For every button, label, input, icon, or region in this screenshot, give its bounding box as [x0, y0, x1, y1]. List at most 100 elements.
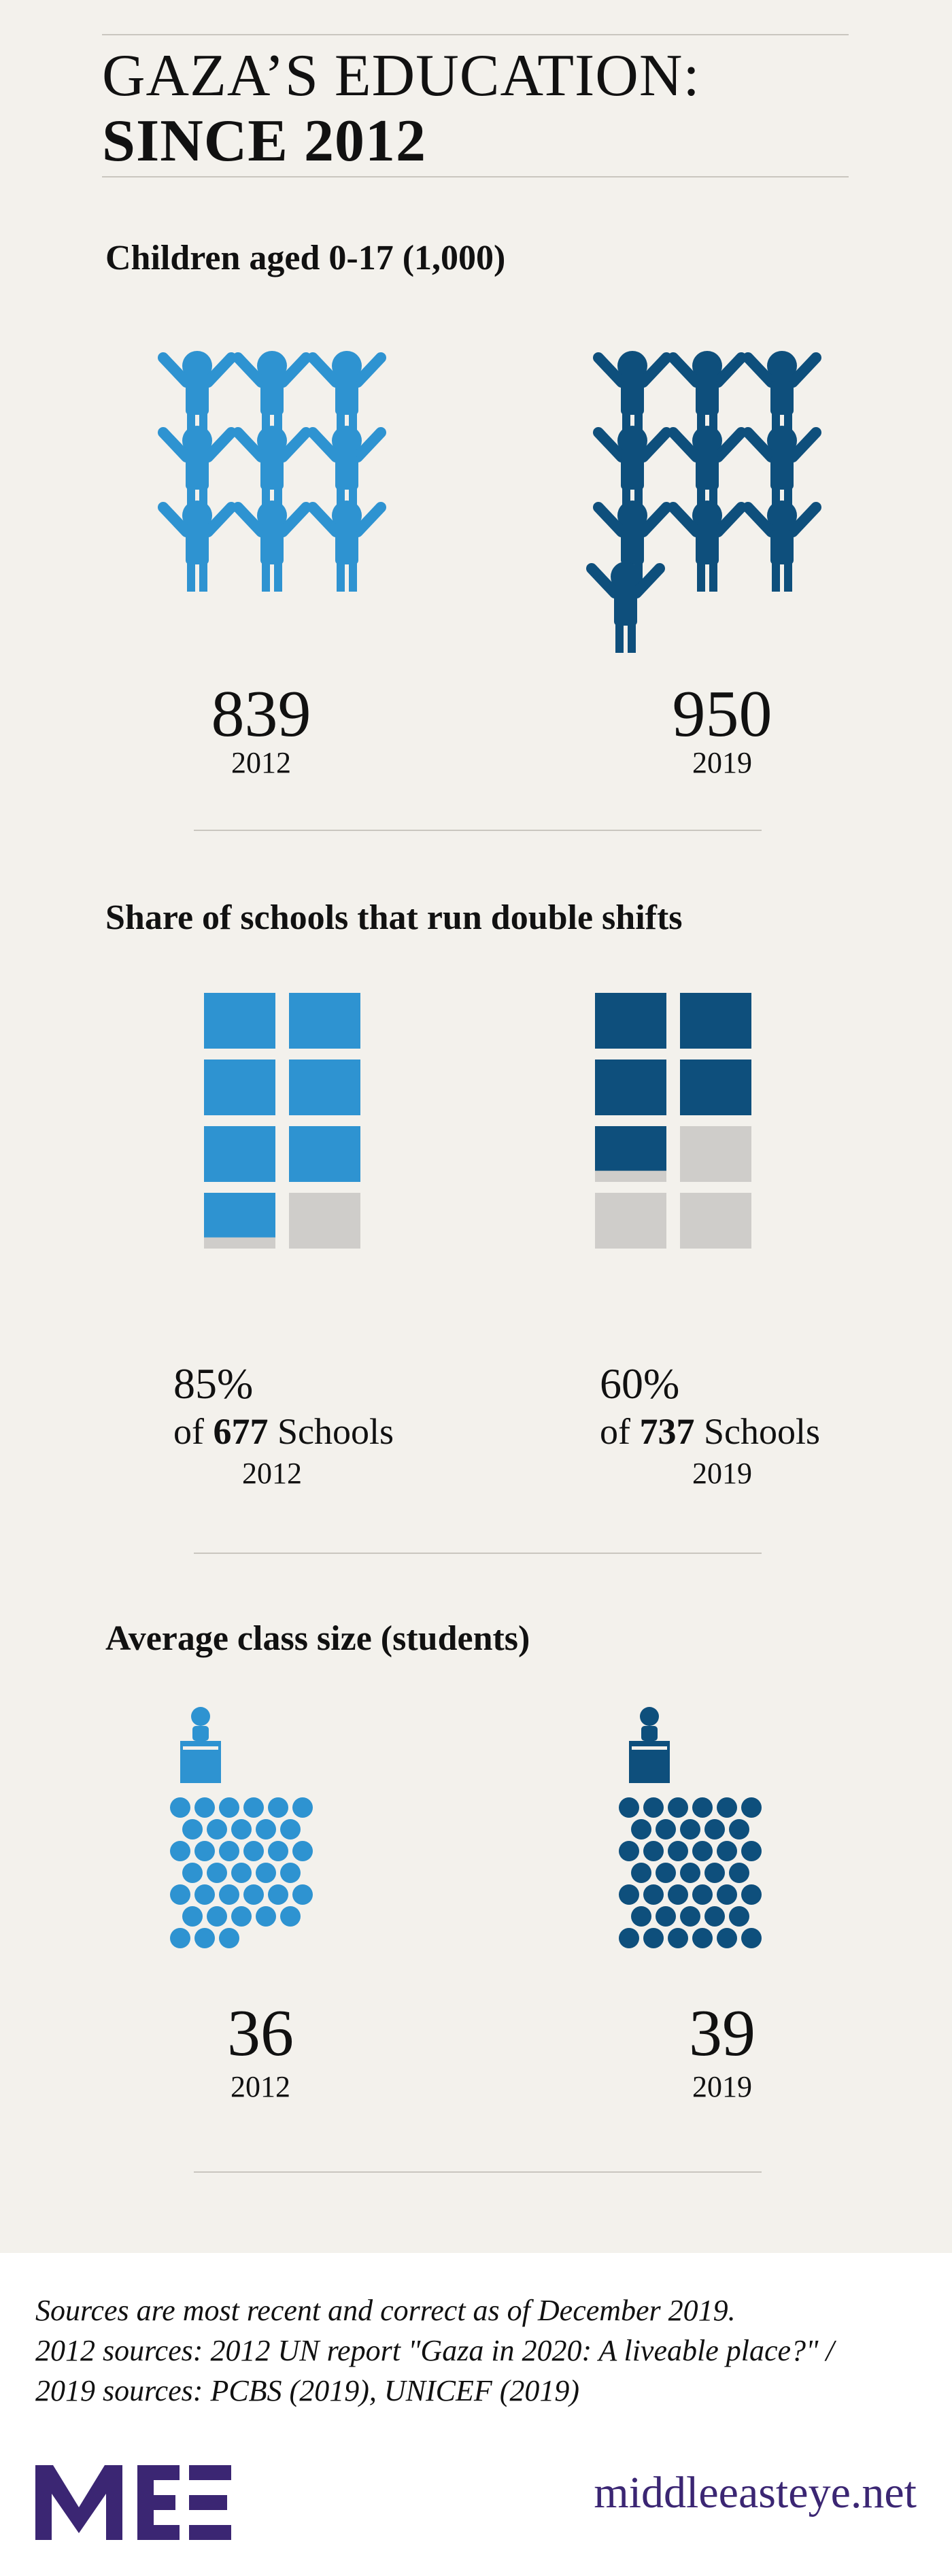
class-size-heading: Average class size (students): [105, 1619, 530, 1658]
student-dot: [729, 1863, 749, 1883]
schools-year-2012: 2012: [242, 1457, 302, 1490]
student-dot: [692, 1797, 713, 1818]
children-year-2019: 2019: [692, 746, 752, 779]
student-dot: [280, 1863, 301, 1883]
student-dot: [741, 1797, 762, 1818]
student-dot: [741, 1928, 762, 1948]
teacher-podium-icon: [180, 1707, 221, 1783]
student-dot: [256, 1863, 276, 1883]
schools-percent-2019: 60%: [600, 1359, 680, 1408]
student-dot: [207, 1863, 227, 1883]
student-dot: [717, 1884, 737, 1905]
divider-2: [194, 1553, 762, 1554]
child-figure-icon: [158, 501, 237, 592]
schools-count-line-2012: of 677 Schools: [173, 1411, 394, 1452]
student-dot: [680, 1863, 700, 1883]
student-dot: [692, 1884, 713, 1905]
student-dot: [194, 1797, 215, 1818]
grid-cell-fill: [289, 1126, 360, 1182]
class-size-year-2019: 2019: [692, 2070, 752, 2103]
student-dot: [280, 1819, 301, 1840]
grid-cell-background: [680, 1193, 751, 1249]
student-dot: [207, 1819, 227, 1840]
schools-year-2019: 2019: [692, 1457, 752, 1490]
sources-line-3: 2019 sources: PCBS (2019), UNICEF (2019): [35, 2374, 580, 2407]
grid-cell-fill: [289, 993, 360, 1049]
schools-count-2019: 737: [639, 1411, 695, 1452]
grid-cell-fill: [204, 1060, 275, 1115]
student-dot: [680, 1906, 700, 1927]
student-dot: [668, 1797, 688, 1818]
student-dot: [207, 1906, 227, 1927]
student-dot: [643, 1928, 664, 1948]
student-dot: [268, 1797, 288, 1818]
student-dot: [643, 1841, 664, 1861]
mee-logo: [35, 2465, 231, 2540]
student-dot: [668, 1841, 688, 1861]
grid-cell-background: [680, 1126, 751, 1182]
student-dot: [741, 1884, 762, 1905]
divider-1: [194, 830, 762, 831]
student-dot: [292, 1841, 313, 1861]
student-dot: [680, 1819, 700, 1840]
schools-suffix: Schools: [277, 1411, 394, 1452]
student-dot: [182, 1819, 203, 1840]
site-url[interactable]: middleeasteye.net: [594, 2468, 917, 2518]
student-dot: [243, 1841, 264, 1861]
grid-cell-background: [289, 1193, 360, 1249]
grid-cell-fill: [595, 993, 666, 1049]
student-dot: [729, 1906, 749, 1927]
child-figure-icon: [668, 501, 747, 592]
schools-count-2012: 677: [213, 1411, 269, 1452]
grid-cell-background: [595, 1193, 666, 1249]
class-size-icons-2019: [619, 1707, 762, 1948]
teacher-podium-icon: [629, 1707, 670, 1783]
student-dot: [717, 1841, 737, 1861]
student-dot: [231, 1863, 252, 1883]
student-dot: [170, 1797, 190, 1818]
student-dot: [619, 1884, 639, 1905]
of-prefix: of: [600, 1411, 630, 1452]
student-dot: [717, 1928, 737, 1948]
student-dot: [668, 1928, 688, 1948]
student-dot: [631, 1906, 651, 1927]
student-dot: [656, 1819, 676, 1840]
student-dot: [219, 1884, 239, 1905]
student-dot: [256, 1819, 276, 1840]
schools-suffix: Schools: [703, 1411, 821, 1452]
student-dot: [741, 1841, 762, 1861]
children-icons-2019: [586, 351, 821, 653]
student-dot: [619, 1928, 639, 1948]
student-dot: [729, 1819, 749, 1840]
student-dot: [292, 1797, 313, 1818]
student-dot: [692, 1841, 713, 1861]
student-dot: [194, 1928, 215, 1948]
sources-line-1: Sources are most recent and correct as o…: [35, 2294, 736, 2327]
title-line-1: GAZA’S EDUCATION:: [102, 43, 700, 109]
schools-count-line-2019: of 737 Schools: [600, 1411, 820, 1452]
student-dot: [292, 1884, 313, 1905]
grid-cell-fill: [680, 993, 751, 1049]
student-dot: [619, 1797, 639, 1818]
student-dot: [704, 1863, 725, 1883]
children-year-2012: 2012: [231, 746, 291, 779]
student-dot: [268, 1841, 288, 1861]
student-dot: [692, 1928, 713, 1948]
grid-cell-fill: [595, 1060, 666, 1115]
student-dot: [219, 1928, 239, 1948]
grid-cell-fill: [595, 1126, 666, 1171]
student-dot: [194, 1884, 215, 1905]
student-dot: [643, 1797, 664, 1818]
student-dot: [656, 1906, 676, 1927]
student-dot: [231, 1819, 252, 1840]
student-dot: [219, 1797, 239, 1818]
class-size-year-2012: 2012: [231, 2070, 290, 2103]
grid-cell-fill: [680, 1060, 751, 1115]
class-size-icons-2012: [170, 1707, 313, 1948]
student-dot: [231, 1906, 252, 1927]
grid-cell-fill: [204, 993, 275, 1049]
student-dot: [668, 1884, 688, 1905]
student-dot: [243, 1797, 264, 1818]
student-dot: [182, 1863, 203, 1883]
